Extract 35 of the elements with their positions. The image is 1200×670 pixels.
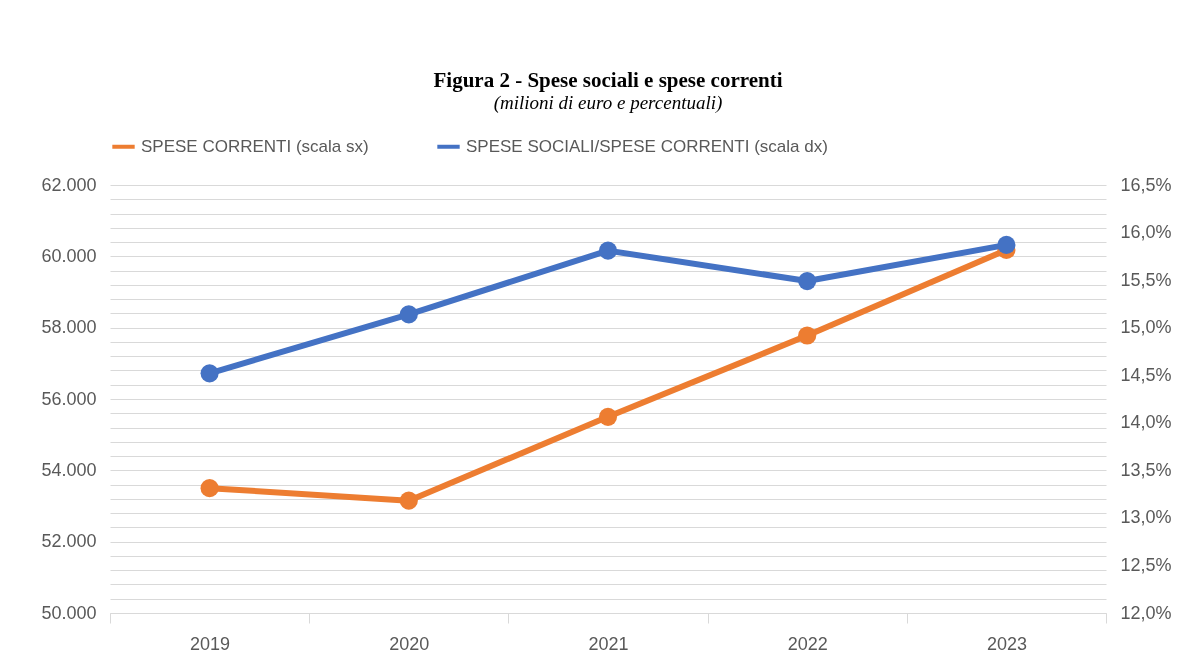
y2-tick-label: 13,0% (1120, 507, 1172, 528)
point (399, 491, 418, 510)
point (598, 407, 618, 426)
y2-tick-label: 15,5% (1120, 269, 1172, 290)
y2-tick-label: 14,5% (1120, 364, 1172, 385)
point (399, 305, 418, 324)
y-tick-label: 56.000 (41, 388, 97, 409)
point (997, 235, 1016, 254)
y-tick-label: 50.000 (41, 602, 97, 623)
y-tick-label: 60.000 (41, 245, 97, 266)
y2-tick-label: 12,5% (1120, 554, 1172, 575)
x-tick-label: 2020 (389, 633, 430, 654)
point (798, 272, 817, 291)
y2-tick-label: 15,0% (1120, 317, 1172, 338)
y2-tick-label: 12,0% (1120, 602, 1172, 623)
legend-label: SPESE SOCIALI/SPESE CORRENTI (scala dx) (466, 136, 828, 156)
y-tick-label: 58.000 (41, 317, 97, 338)
y2-tick-label: 14,0% (1120, 412, 1172, 433)
y-tick-label: 52.000 (41, 531, 97, 552)
point (200, 364, 219, 383)
chart-title: Figura 2 - Spese sociali e spese correnti (433, 68, 783, 92)
y-tick-label: 62.000 (41, 174, 97, 195)
x-tick-label: 2021 (588, 633, 629, 654)
point (598, 241, 618, 260)
x-tick-label: 2023 (986, 633, 1027, 654)
legend-label: SPESE CORRENTI (scala sx) (141, 136, 369, 156)
y-tick-label: 54.000 (41, 459, 97, 480)
point (798, 326, 817, 345)
x-tick-label: 2022 (787, 633, 828, 654)
point (200, 479, 219, 498)
y2-tick-label: 16,0% (1120, 222, 1172, 243)
chart-subtitle: (milioni di euro e percentuali) (493, 92, 723, 114)
y2-tick-label: 16,5% (1120, 174, 1172, 195)
x-tick-label: 2019 (190, 633, 231, 654)
y2-tick-label: 13,5% (1120, 459, 1172, 480)
